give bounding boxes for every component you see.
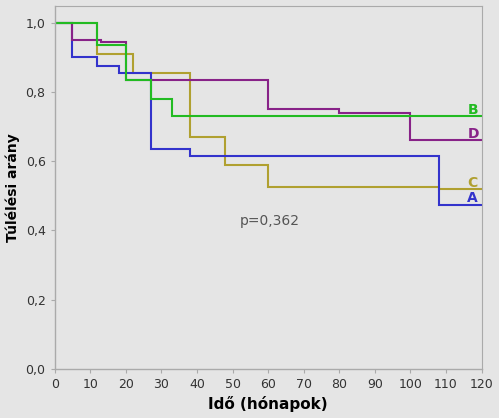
Y-axis label: Túlélési arány: Túlélési arány bbox=[5, 133, 20, 242]
Text: A: A bbox=[468, 191, 478, 205]
Text: D: D bbox=[468, 127, 479, 141]
Text: C: C bbox=[468, 176, 478, 190]
X-axis label: Idő (hónapok): Idő (hónapok) bbox=[208, 396, 328, 413]
Text: B: B bbox=[468, 103, 478, 117]
Text: p=0,362: p=0,362 bbox=[240, 214, 299, 228]
